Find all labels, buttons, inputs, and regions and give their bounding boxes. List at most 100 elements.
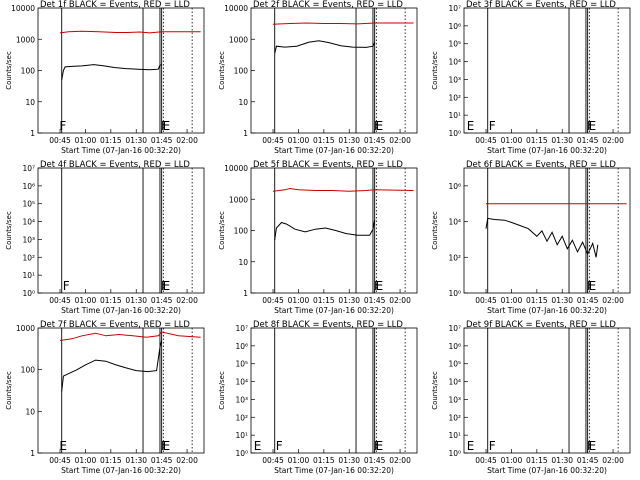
x-tick-label: 01:45 (151, 456, 173, 465)
flag-label: E (467, 439, 475, 453)
x-tick-label: 02:00 (389, 456, 411, 465)
y-axis-label: Counts/sec (218, 371, 226, 410)
flag-label: F (59, 119, 66, 133)
flag-label: F (374, 279, 381, 293)
panel-8: Det 8f BLACK = Events, RED = LLD 10⁰ 10¹ 10… (218, 320, 418, 475)
panel-1: Det 1f BLACK = Events, RED = LLD 1 10 100 10… (5, 0, 205, 155)
x-tick-label: 01:00 (75, 456, 97, 465)
panel-title: Det 8f BLACK = Events, RED = LLD (253, 320, 403, 330)
x-tick-label: 02:00 (389, 136, 411, 145)
y-tick-label: 1000 (229, 35, 248, 44)
x-axis-label: Start Time (07-Jan-16 00:32:20) (61, 466, 181, 475)
y-tick-label: 1 (30, 129, 35, 138)
y-tick-label: 100 (21, 366, 36, 375)
x-tick-label: 01:45 (577, 136, 599, 145)
x-tick-label: 01:00 (288, 456, 310, 465)
panel-4: Det 4f BLACK = Events, RED = LLD 10⁰ 10¹ 10… (5, 160, 205, 315)
panel-title: Det 4f BLACK = Events, RED = LLD (40, 160, 190, 170)
plot-frame (463, 167, 631, 294)
x-tick-label: 00:45 (49, 456, 71, 465)
panel-title: Det 1f BLACK = Events, RED = LLD (40, 0, 190, 10)
x-axis-label: Start Time (07-Jan-16 00:32:20) (274, 306, 394, 315)
y-axis-label: Counts/sec (218, 211, 226, 250)
x-tick-label: 02:00 (176, 136, 198, 145)
y-tick-label: 1000 (229, 195, 248, 204)
y-tick-label: 10² (22, 253, 35, 262)
y-tick-label: 10⁶ (235, 342, 248, 351)
panel-7: Det 7f BLACK = Events, RED = LLD 1 10 100 10… (5, 320, 205, 475)
x-tick-label: 01:00 (288, 136, 310, 145)
y-tick-label: 10 (25, 407, 35, 416)
series-line-lld (272, 187, 414, 192)
x-tick-label: 01:45 (151, 296, 173, 305)
series-line-events (61, 340, 163, 392)
y-tick-label: 10⁷ (235, 324, 248, 333)
y-tick-label: 10¹ (235, 431, 248, 440)
y-tick-label: 10⁶ (22, 182, 35, 191)
x-tick-label: 00:45 (475, 136, 497, 145)
x-axis-label: Start Time (07-Jan-16 00:32:20) (487, 146, 607, 155)
plot-frame (250, 7, 418, 134)
y-axis-label: Counts/sec (431, 211, 439, 250)
y-tick-label: 1000 (16, 35, 35, 44)
flag-label: E (254, 439, 262, 453)
x-tick-label: 00:45 (262, 296, 284, 305)
series-line-events (485, 217, 599, 258)
y-tick-label: 10⁵ (448, 360, 461, 369)
series-line-events (274, 40, 376, 54)
y-tick-label: 10⁴ (448, 58, 461, 67)
panel-title: Det 2f BLACK = Events, RED = LLD (253, 0, 403, 10)
y-tick-label: 10⁵ (448, 40, 461, 49)
panel-title: Det 9f BLACK = Events, RED = LLD (466, 320, 616, 330)
y-tick-label: 10⁴ (448, 218, 461, 227)
y-tick-label: 10⁰ (22, 289, 35, 298)
x-tick-label: 02:00 (602, 296, 624, 305)
flag-label: E (376, 279, 384, 293)
x-tick-label: 01:45 (364, 456, 386, 465)
x-tick-label: 02:00 (389, 296, 411, 305)
flag-label: F (374, 439, 381, 453)
y-tick-label: 10⁷ (448, 324, 461, 333)
y-axis-label: Counts/sec (431, 51, 439, 90)
x-tick-label: 01:45 (577, 456, 599, 465)
y-tick-label: 10² (448, 93, 461, 102)
x-tick-label: 01:30 (125, 136, 147, 145)
x-tick-label: 01:00 (501, 456, 523, 465)
y-axis-label: Counts/sec (5, 371, 13, 410)
y-tick-label: 10¹ (448, 431, 461, 440)
y-tick-label: 10² (235, 413, 248, 422)
plot-frame (463, 7, 631, 134)
y-tick-label: 1000 (16, 324, 35, 333)
flag-label: E (59, 439, 67, 453)
y-tick-label: 10³ (448, 395, 461, 404)
x-tick-label: 01:00 (501, 296, 523, 305)
x-axis-label: Start Time (07-Jan-16 00:32:20) (274, 466, 394, 475)
y-tick-label: 10⁰ (448, 449, 461, 458)
x-axis-label: Start Time (07-Jan-16 00:32:20) (487, 466, 607, 475)
y-tick-label: 10⁷ (22, 164, 35, 173)
x-tick-label: 01:30 (338, 296, 360, 305)
y-axis-label: Counts/sec (218, 51, 226, 90)
y-tick-label: 10⁴ (235, 378, 248, 387)
x-tick-label: 01:45 (364, 136, 386, 145)
x-tick-label: 01:15 (100, 456, 122, 465)
flag-label: F (587, 439, 594, 453)
x-tick-label: 00:45 (262, 136, 284, 145)
flag-label: F (489, 439, 496, 453)
x-tick-label: 00:45 (49, 296, 71, 305)
x-tick-label: 01:30 (338, 456, 360, 465)
y-tick-label: 10⁵ (235, 360, 248, 369)
y-tick-label: 10000 (224, 4, 248, 13)
flag-label: E (589, 279, 597, 293)
panel-2: Det 2f BLACK = Events, RED = LLD 1 10 100 10… (218, 0, 418, 155)
y-tick-label: 10 (238, 258, 248, 267)
flag-label: E (589, 439, 597, 453)
flag-label: F (276, 439, 283, 453)
y-tick-label: 10⁴ (448, 378, 461, 387)
y-tick-label: 10¹ (22, 271, 35, 280)
y-tick-label: 10³ (448, 75, 461, 84)
flag-label: F (161, 279, 168, 293)
x-tick-label: 01:15 (100, 296, 122, 305)
y-tick-label: 10000 (224, 164, 248, 173)
flag-label: E (589, 119, 597, 133)
